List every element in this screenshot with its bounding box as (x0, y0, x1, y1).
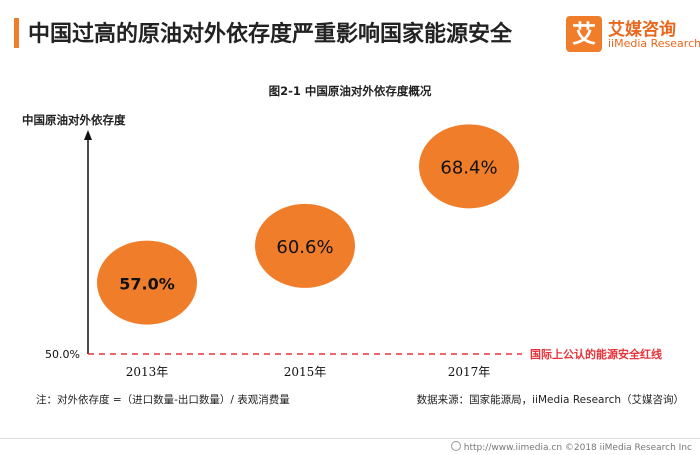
data-bubble (419, 124, 519, 209)
footer-divider (0, 438, 700, 439)
y-axis-label: 中国原油对外依存度 (22, 113, 126, 127)
y-axis-arrow (84, 130, 92, 140)
x-tick-label: 2013年 (126, 365, 169, 379)
logo-name-en: iiMedia Research (608, 37, 700, 50)
page-title: 中国过高的原油对外依存度严重影响国家能源安全 (28, 22, 513, 47)
data-label: 68.4% (440, 157, 497, 178)
chart-title: 图2-1 中国原油对外依存度概况 (269, 84, 432, 98)
data-label: 60.6% (276, 237, 333, 258)
x-tick-label: 2017年 (448, 365, 491, 379)
redline-label: 国际上公认的能源安全红线 (530, 347, 662, 361)
logo-mark: 艾 (566, 16, 602, 52)
formula-note: 注：对外依存度 =（进口数量-出口数量）/ 表观消费量 (36, 394, 290, 406)
data-bubble (255, 203, 355, 288)
logo-name-cn: 艾媒咨询 (608, 20, 676, 40)
data-label: 57.0% (119, 275, 175, 294)
brand-logo: 艾 艾媒咨询 iiMedia Research (566, 14, 700, 54)
y-tick-label: 50.0% (45, 348, 80, 361)
title-accent-bar (14, 18, 19, 48)
data-bubble (97, 240, 197, 325)
footer-text: http://www.iimedia.cn ©2018 iiMedia Rese… (463, 443, 692, 453)
footer: http://www.iimedia.cn ©2018 iiMedia Rese… (450, 441, 692, 453)
x-tick-label: 2015年 (284, 365, 327, 379)
source-note: 数据来源：国家能源局，iiMedia Research（艾媒咨询） (416, 394, 684, 406)
globe-icon (450, 441, 461, 451)
